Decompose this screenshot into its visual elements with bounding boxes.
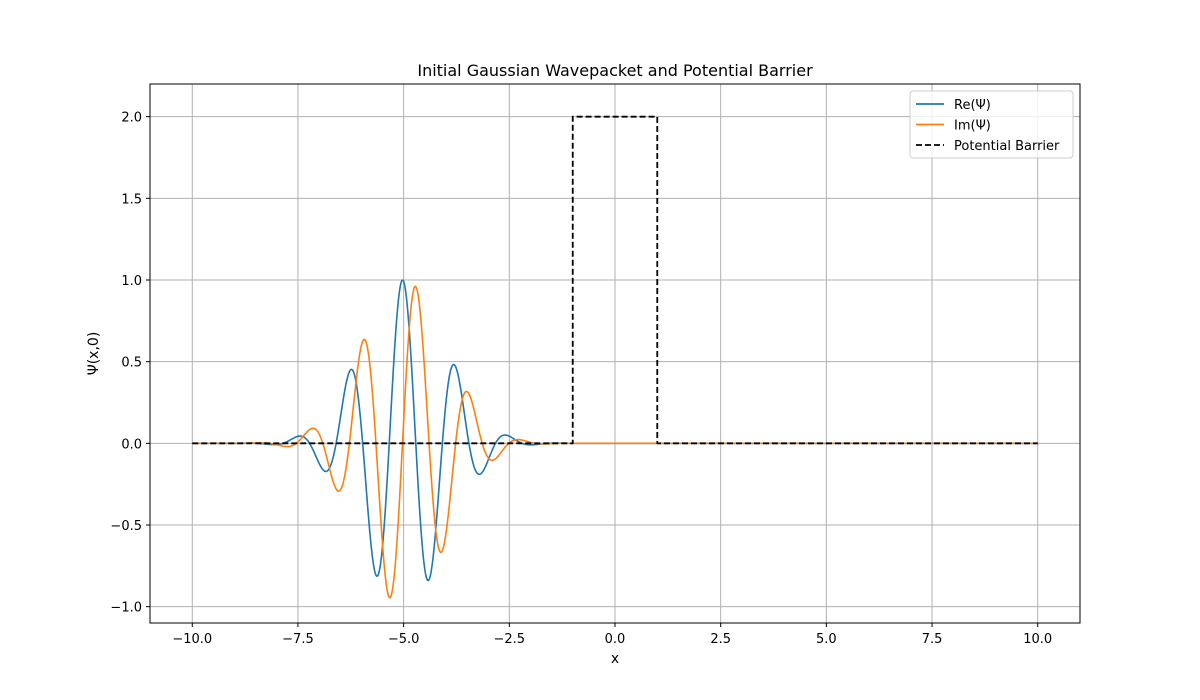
legend-label: Re(Ψ) xyxy=(954,98,991,113)
x-tick-label: 0.0 xyxy=(605,632,626,647)
y-tick-label: 0.5 xyxy=(121,356,142,371)
x-axis-label: x xyxy=(611,651,619,667)
x-tick-label: −10.0 xyxy=(172,632,212,647)
x-tick-label: 7.5 xyxy=(922,632,943,647)
x-tick-label: −5.0 xyxy=(388,632,420,647)
y-tick-label: −1.0 xyxy=(110,601,142,616)
x-tick-label: 10.0 xyxy=(1023,632,1052,647)
x-tick-label: −7.5 xyxy=(282,632,314,647)
legend-label: Im(Ψ) xyxy=(954,119,991,134)
y-axis-label: Ψ(x,0) xyxy=(86,332,102,376)
y-tick-label: −0.5 xyxy=(110,519,142,534)
x-tick-label: −2.5 xyxy=(494,632,526,647)
plot-series xyxy=(192,115,1038,599)
x-tick-label: 2.5 xyxy=(710,632,731,647)
series-line-imaginary-part xyxy=(192,285,1038,599)
series-line-potential-barrier xyxy=(192,115,1038,445)
grid xyxy=(150,84,1080,623)
legend-label: Potential Barrier xyxy=(954,139,1060,154)
y-tick-label: 2.0 xyxy=(121,111,142,126)
legend: Re(Ψ) Im(Ψ) Potential Barrier xyxy=(909,90,1074,159)
x-tick-label: 5.0 xyxy=(816,632,837,647)
chart-title: Initial Gaussian Wavepacket and Potentia… xyxy=(417,61,813,80)
y-tick-label: 0.0 xyxy=(121,437,142,452)
axis-ticks: −10.0 −7.5 −5.0 −2.5 0.0 2.5 5.0 7.5 10.0 −1.0 −0.… xyxy=(110,111,1052,647)
legend-box xyxy=(909,90,1074,159)
y-tick-label: 1.5 xyxy=(121,192,142,207)
y-tick-label: 1.0 xyxy=(121,274,142,289)
